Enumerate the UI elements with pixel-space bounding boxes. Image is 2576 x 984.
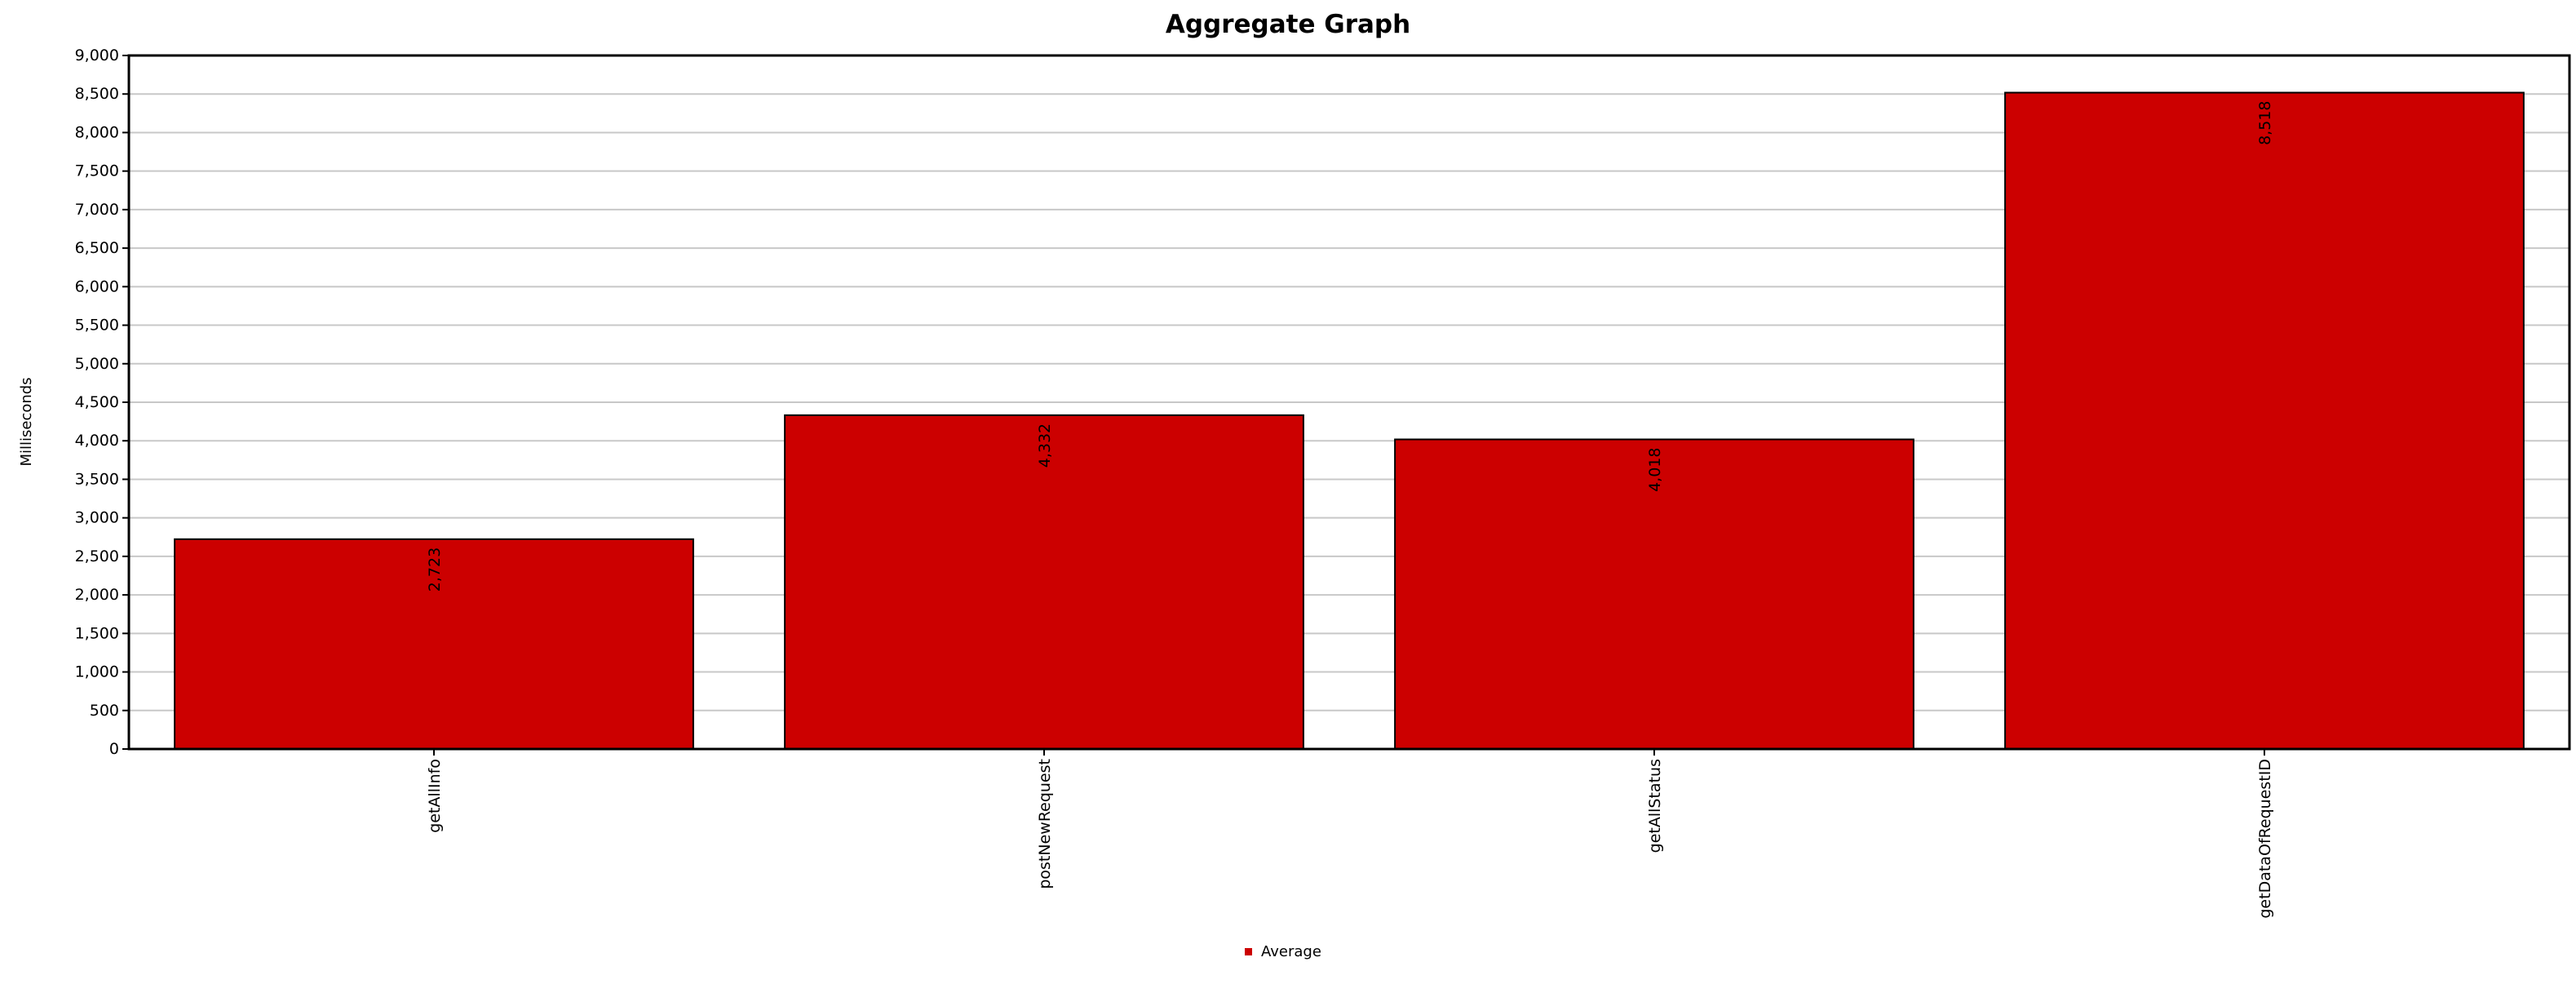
bar-getAllInfo bbox=[174, 538, 694, 750]
legend-swatch-average bbox=[1245, 948, 1252, 955]
y-tick-label: 1,000 bbox=[75, 663, 119, 681]
y-tick-label: 4,500 bbox=[75, 393, 119, 411]
y-tick-label: 3,500 bbox=[75, 470, 119, 488]
x-tick-label: getAllInfo bbox=[426, 759, 444, 833]
legend: Average bbox=[1245, 943, 1321, 960]
y-tick-label: 7,500 bbox=[75, 162, 119, 180]
x-tick-label: postNewRequest bbox=[1036, 759, 1054, 889]
y-tick-label: 0 bbox=[109, 740, 119, 758]
legend-label-average: Average bbox=[1261, 943, 1321, 960]
bars bbox=[174, 91, 2525, 751]
bar-value-labels: 2,723 4,332 4,018 8,518 bbox=[426, 101, 2274, 592]
bar-value-label: 4,332 bbox=[1036, 423, 1054, 468]
y-tick-label: 6,500 bbox=[75, 239, 119, 257]
y-axis-label: Milliseconds bbox=[18, 377, 35, 466]
y-tick-label: 8,000 bbox=[75, 123, 119, 141]
y-tick-label: 3,000 bbox=[75, 509, 119, 527]
bar-postNewRequest bbox=[784, 414, 1304, 750]
y-tick-label: 500 bbox=[90, 702, 119, 720]
x-tick-label: getAllStatus bbox=[1646, 759, 1664, 853]
y-tick-label: 2,000 bbox=[75, 586, 119, 604]
y-tick-label: 2,500 bbox=[75, 547, 119, 565]
bar-value-label: 8,518 bbox=[2256, 101, 2274, 145]
bar-value-label: 4,018 bbox=[1646, 448, 1664, 492]
y-tick-label: 9,000 bbox=[75, 47, 119, 64]
y-axis-ticks: 0 500 1,000 1,500 2,000 2,500 3,000 3,500 4,000 4… bbox=[75, 47, 129, 758]
bar-getDataOfRequestID bbox=[2004, 91, 2525, 751]
y-tick-label: 1,500 bbox=[75, 624, 119, 642]
x-axis-ticks: getAllInfo postNewRequest getAllStatus getD… bbox=[426, 749, 2274, 919]
x-tick-label: getDataOfRequestID bbox=[2256, 759, 2274, 919]
y-tick-label: 4,000 bbox=[75, 432, 119, 450]
chart-title: Aggregate Graph bbox=[1166, 10, 1410, 39]
bar-value-label: 2,723 bbox=[426, 547, 444, 592]
y-tick-label: 5,000 bbox=[75, 355, 119, 373]
y-tick-label: 6,000 bbox=[75, 277, 119, 295]
y-tick-label: 7,000 bbox=[75, 201, 119, 219]
y-tick-label: 8,500 bbox=[75, 85, 119, 103]
bar-getAllStatus bbox=[1394, 438, 1914, 750]
y-tick-label: 5,500 bbox=[75, 317, 119, 335]
